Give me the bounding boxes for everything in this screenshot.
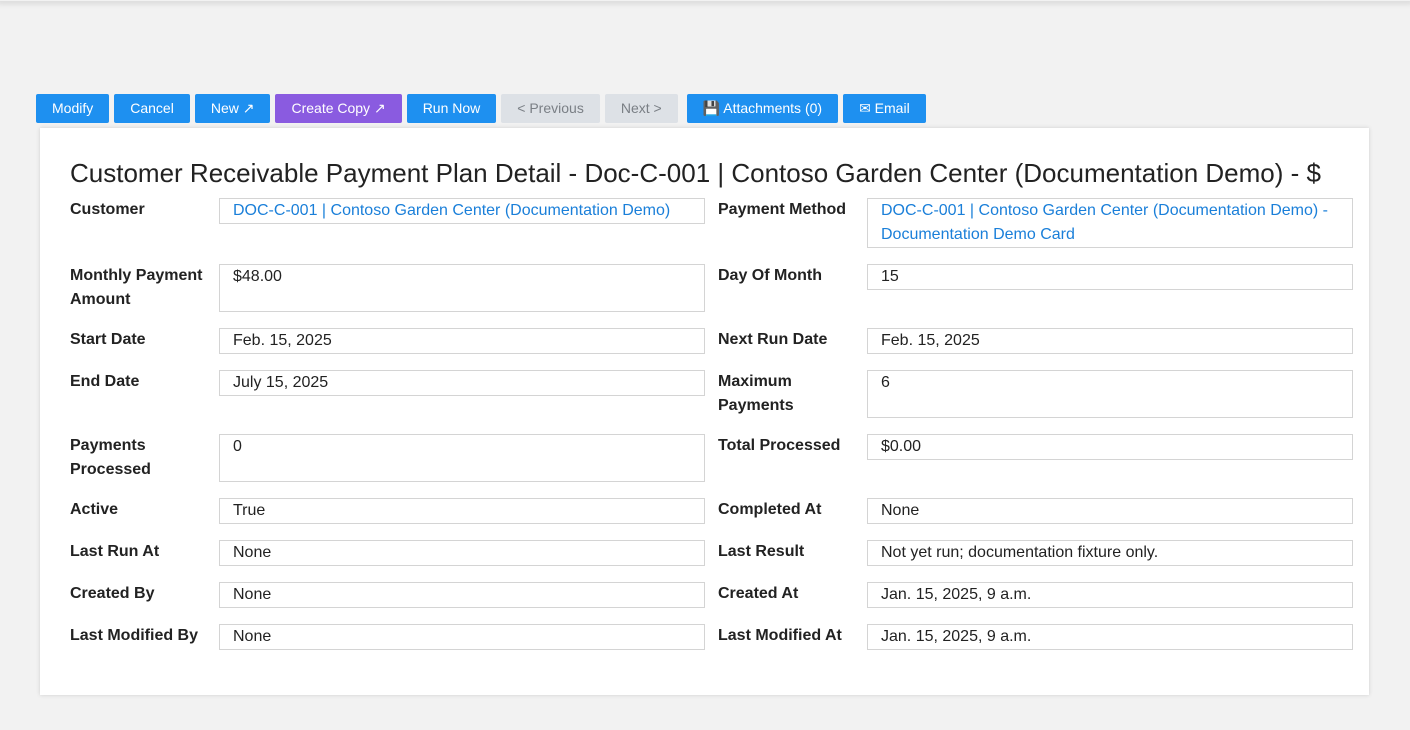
run-now-button[interactable]: Run Now (406, 94, 497, 123)
payment-method-link[interactable]: DOC-C-001 | Contoso Garden Center (Docum… (867, 198, 1353, 248)
payments-processed-label: Payments Processed (70, 437, 151, 478)
last-modified-at-value: Jan. 15, 2025, 9 a.m. (867, 624, 1353, 650)
end-date-label: End Date (70, 373, 140, 390)
payments-processed-value: 0 (219, 434, 705, 482)
total-processed-value: $0.00 (867, 434, 1353, 460)
email-button[interactable]: ✉ Email (843, 94, 926, 123)
previous-button[interactable]: < Previous (501, 94, 600, 123)
created-by-value: None (219, 582, 705, 608)
customer-link[interactable]: DOC-C-001 | Contoso Garden Center (Docum… (219, 198, 705, 224)
end-date-value: July 15, 2025 (219, 370, 705, 396)
monthly-payment-amount-value: $48.00 (219, 264, 705, 312)
next-button[interactable]: Next > (604, 94, 678, 123)
total-processed-label: Total Processed (718, 437, 841, 454)
page-title: Customer Receivable Payment Plan Detail … (70, 158, 1321, 188)
start-date-value: Feb. 15, 2025 (219, 328, 705, 354)
created-by-label: Created By (70, 585, 155, 602)
next-run-date-value: Feb. 15, 2025 (867, 328, 1353, 354)
modify-button[interactable]: Modify (36, 94, 110, 123)
active-label: Active (70, 501, 119, 518)
attachments-button[interactable]: 💾 Attachments (0) (686, 94, 839, 123)
completed-at-value: None (867, 498, 1353, 524)
new-button[interactable]: New ↗ (194, 94, 271, 123)
payment-method-label: Payment Method (718, 201, 847, 218)
top-navbar (0, 0, 1410, 1)
day-of-month-value: 15 (867, 264, 1353, 290)
detail-card: Customer Receivable Payment Plan Detail … (40, 128, 1369, 695)
monthly-payment-amount-label: Monthly Payment Amount (70, 267, 203, 308)
last-modified-by-value: None (219, 624, 705, 650)
last-modified-at-label: Last Modified At (718, 627, 842, 644)
last-modified-by-label: Last Modified By (70, 627, 199, 644)
next-run-date-label: Next Run Date (718, 331, 828, 348)
customer-label: Customer (70, 201, 145, 218)
completed-at-label: Completed At (718, 501, 822, 518)
created-at-label: Created At (718, 585, 799, 602)
last-result-value: Not yet run; documentation fixture only. (867, 540, 1353, 566)
day-of-month-label: Day Of Month (718, 267, 822, 284)
start-date-label: Start Date (70, 331, 146, 348)
active-value: True (219, 498, 705, 524)
maximum-payments-value: 6 (867, 370, 1353, 418)
created-at-value: Jan. 15, 2025, 9 a.m. (867, 582, 1353, 608)
create-copy-button[interactable]: Create Copy ↗ (275, 94, 402, 123)
maximum-payments-label: Maximum Payments (718, 373, 794, 414)
cancel-button[interactable]: Cancel (114, 94, 190, 123)
last-run-at-value: None (219, 540, 705, 566)
last-run-at-label: Last Run At (70, 543, 160, 560)
action-toolbar: Modify Cancel New ↗ Create Copy ↗ Run No… (36, 94, 926, 123)
last-result-label: Last Result (718, 543, 805, 560)
